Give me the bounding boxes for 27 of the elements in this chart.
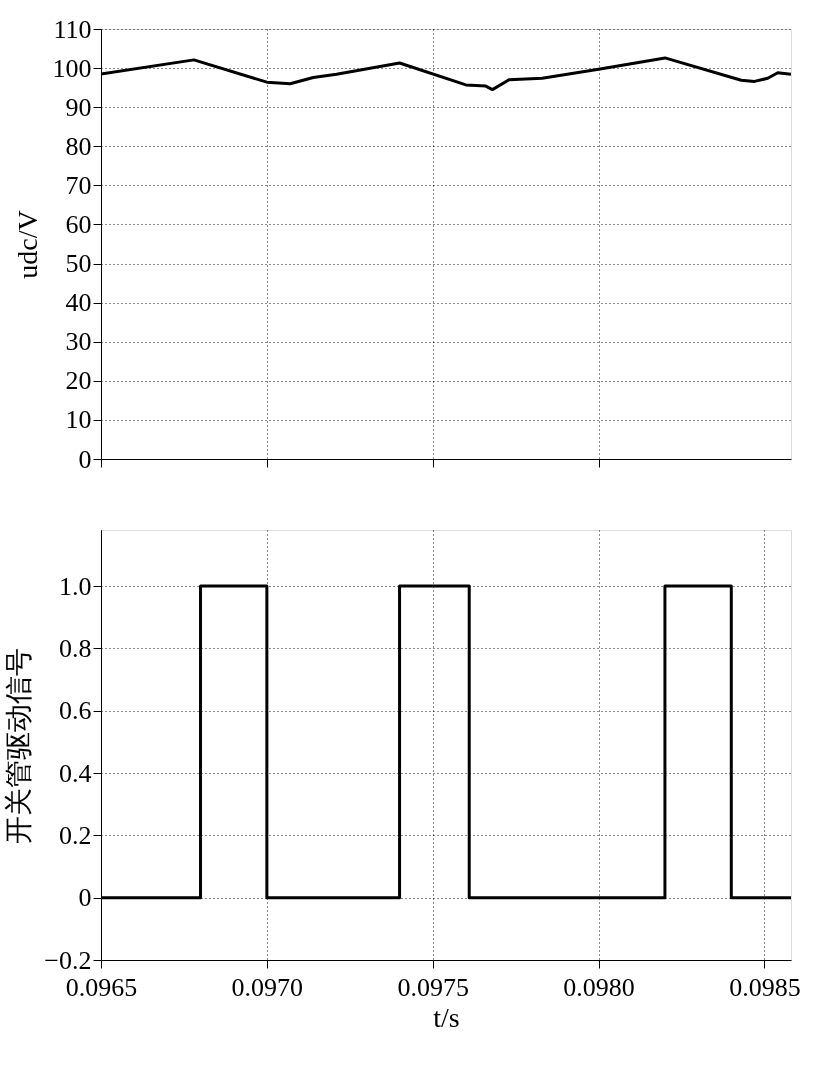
y-tick-label: 110 [53,14,92,44]
y-axis-title: 开关管驱动信号 [3,647,35,844]
y-tick-label: 0.8 [59,633,92,663]
y-tick-label: 70 [65,170,92,200]
y-tick-label: 80 [65,131,92,161]
y-tick-label: 90 [65,92,92,122]
y-tick-label: 0 [78,883,92,913]
y-tick-label: 0.6 [59,696,92,726]
y-tick-label: 1.0 [59,571,92,601]
x-tick-label: 0.0985 [729,972,801,1002]
x-tick-label: 0.0970 [231,972,304,1002]
y-tick-label: 0.4 [59,758,92,788]
y-tick-label: −0.2 [44,945,92,975]
x-tick-label: 0.0980 [563,972,635,1002]
y-tick-label: 50 [65,249,92,279]
x-tick-label: 0.0965 [65,972,138,1002]
x-tick-label: 0.0975 [397,972,469,1002]
y-tick-label: 30 [65,327,92,357]
x-axis-title: t/s [433,1001,460,1033]
y-axis-title: udc/V [11,210,43,279]
y-tick-label: 40 [65,288,92,318]
y-tick-label: 0 [78,444,92,474]
y-tick-label: 100 [52,53,92,83]
y-tick-label: 20 [65,366,92,396]
y-tick-label: 60 [65,209,92,239]
y-tick-label: 10 [65,405,92,435]
y-tick-label: 0.2 [59,820,92,850]
